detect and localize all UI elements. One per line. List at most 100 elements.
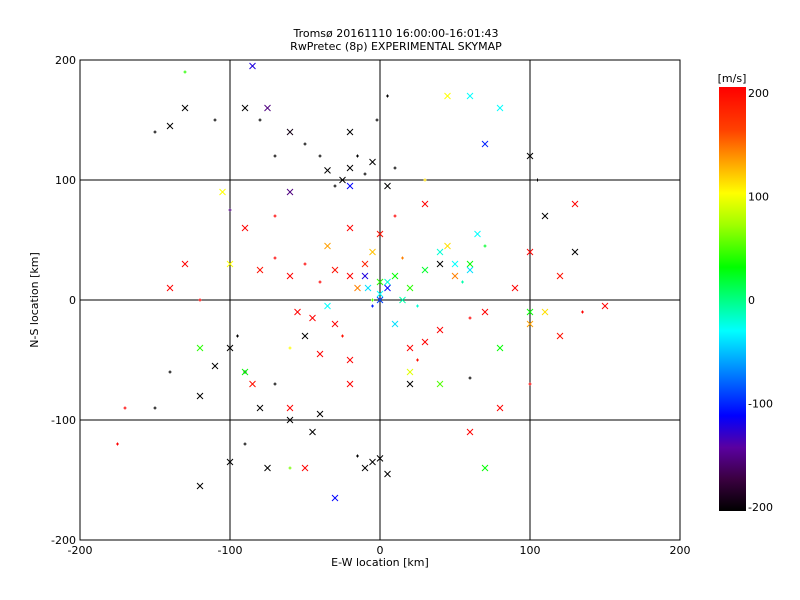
data-point [324, 167, 331, 174]
y-tick-label: 100 [55, 174, 76, 187]
data-point [436, 260, 444, 268]
data-point [309, 428, 316, 436]
y-axis-label: N-S location [km] [28, 252, 41, 348]
data-point [241, 104, 249, 112]
data-point [526, 320, 534, 328]
plot-frame [79, 59, 681, 541]
data-point [183, 70, 187, 74]
data-point [196, 344, 204, 352]
data-point [241, 224, 249, 232]
data-point [341, 334, 344, 338]
data-point [421, 200, 429, 208]
data-point [286, 188, 294, 196]
data-point [303, 142, 307, 146]
data-point [481, 464, 489, 472]
data-point [556, 272, 564, 280]
data-point [496, 404, 504, 412]
data-point [371, 298, 374, 302]
data-point [241, 368, 249, 376]
data-point [288, 346, 292, 350]
data-point [536, 178, 539, 182]
data-point [526, 152, 534, 160]
data-point [466, 92, 474, 100]
data-point [384, 182, 391, 190]
data-point [401, 256, 404, 260]
data-point [376, 230, 384, 238]
data-point [436, 248, 444, 256]
x-tick-label: -100 [218, 544, 243, 557]
data-point [581, 310, 584, 314]
data-point [483, 244, 487, 248]
data-point [211, 362, 219, 370]
data-point [324, 242, 331, 250]
data-point [416, 358, 419, 362]
data-point [526, 248, 534, 256]
colorbar-label: [m/s] [718, 72, 747, 85]
data-point [444, 242, 451, 250]
data-point [228, 208, 232, 212]
x-tick-label: 100 [520, 544, 541, 557]
data-point [466, 428, 474, 436]
data-point [264, 464, 271, 472]
data-point [376, 278, 384, 286]
data-point [309, 314, 316, 322]
data-point [316, 410, 324, 418]
data-point [361, 464, 369, 472]
data-point [376, 290, 384, 298]
data-point [153, 406, 157, 410]
data-point [219, 188, 226, 196]
data-point [316, 350, 324, 358]
data-point [528, 382, 532, 386]
data-point [226, 458, 234, 466]
data-point [196, 392, 204, 400]
y-tick-label: -100 [51, 414, 76, 427]
data-point [286, 416, 294, 424]
data-point [346, 128, 354, 136]
data-point [369, 458, 376, 466]
data-point [375, 118, 379, 122]
data-point [168, 370, 172, 374]
data-point [461, 280, 464, 284]
data-point [318, 154, 322, 158]
data-point [273, 214, 277, 218]
data-point [468, 316, 472, 320]
data-point [301, 464, 309, 472]
data-point [346, 164, 354, 172]
data-point [376, 296, 384, 304]
data-point [526, 308, 534, 316]
data-point [333, 184, 337, 188]
data-point [288, 466, 292, 470]
y-tick-label: -200 [51, 534, 76, 547]
data-point [496, 344, 504, 352]
data-point [273, 382, 277, 386]
data-point [436, 380, 444, 388]
data-point [301, 332, 309, 340]
data-point [406, 344, 414, 352]
data-point [249, 380, 256, 388]
data-point [318, 280, 322, 284]
colorbar-tick-label: 100 [748, 191, 769, 204]
data-point [346, 380, 354, 388]
data-point [421, 338, 429, 346]
data-point [556, 332, 564, 340]
data-point [256, 266, 264, 274]
data-point [213, 118, 217, 122]
data-point [356, 154, 359, 158]
data-point [181, 104, 189, 112]
data-point [393, 166, 397, 170]
data-point [468, 376, 472, 380]
colorbar-tick-label: -100 [748, 398, 773, 411]
x-tick-label: 0 [377, 544, 384, 557]
data-point [496, 104, 504, 112]
colorbar-tick-label: 200 [748, 87, 769, 100]
x-tick-label: 200 [670, 544, 691, 557]
data-point [399, 296, 406, 304]
data-point [451, 272, 459, 280]
colorbar-tick-label: -200 [748, 501, 773, 514]
data-point [369, 158, 376, 166]
data-point [601, 302, 609, 310]
chart-title: Tromsø 20161110 16:00:00-16:01:43 [292, 27, 498, 40]
data-point [294, 308, 301, 316]
data-point [303, 262, 307, 266]
